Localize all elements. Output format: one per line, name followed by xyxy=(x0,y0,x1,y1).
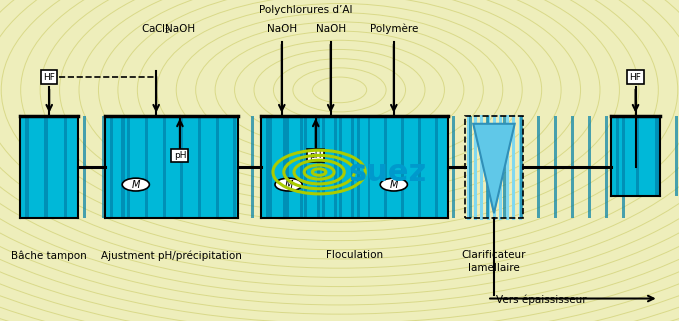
Text: NaOH: NaOH xyxy=(165,24,195,34)
Text: M: M xyxy=(390,179,398,190)
Text: Polymère: Polymère xyxy=(369,24,418,34)
Text: Floculation: Floculation xyxy=(326,250,384,260)
Bar xyxy=(452,116,456,218)
Bar xyxy=(110,116,113,218)
Bar xyxy=(616,116,619,196)
Bar xyxy=(234,116,236,218)
Bar xyxy=(64,116,67,218)
Bar xyxy=(251,116,254,218)
Bar xyxy=(469,116,473,218)
Bar xyxy=(571,116,574,218)
Bar xyxy=(340,116,342,218)
Text: M: M xyxy=(132,179,140,190)
Bar xyxy=(435,116,439,218)
Bar xyxy=(465,116,523,218)
Text: CaCl$_2$: CaCl$_2$ xyxy=(141,22,171,36)
Bar xyxy=(299,116,303,218)
Bar xyxy=(418,116,422,218)
Bar xyxy=(357,116,360,218)
Circle shape xyxy=(275,178,302,191)
Bar xyxy=(503,116,507,218)
Text: HF: HF xyxy=(629,73,642,82)
Bar xyxy=(25,116,29,218)
Bar xyxy=(286,116,289,218)
Text: HF: HF xyxy=(43,73,55,82)
Bar xyxy=(163,116,166,218)
Text: pH: pH xyxy=(310,151,322,160)
Bar xyxy=(105,116,238,218)
Bar xyxy=(304,116,307,218)
Bar xyxy=(486,116,490,218)
Bar xyxy=(265,116,269,218)
Polygon shape xyxy=(473,124,515,213)
Bar xyxy=(316,116,320,218)
Bar xyxy=(83,116,86,218)
Bar xyxy=(537,116,540,218)
Text: Ajustment pH/précipitation: Ajustment pH/précipitation xyxy=(101,250,242,261)
Text: Clarificateur
lamellaire: Clarificateur lamellaire xyxy=(462,250,526,273)
Bar xyxy=(181,116,183,218)
Text: pH: pH xyxy=(174,151,186,160)
Bar xyxy=(128,116,130,218)
Bar xyxy=(588,116,591,218)
Bar xyxy=(269,116,272,218)
Bar xyxy=(282,116,286,218)
Bar xyxy=(675,116,678,196)
Text: Polychlorures d’Al: Polychlorures d’Al xyxy=(259,4,352,15)
Circle shape xyxy=(122,178,149,191)
Bar xyxy=(322,116,325,218)
Bar xyxy=(20,116,78,218)
Text: suez: suez xyxy=(348,158,426,187)
Bar xyxy=(145,116,148,218)
Bar xyxy=(367,116,371,218)
Bar xyxy=(655,116,659,196)
Text: NaOH: NaOH xyxy=(316,24,346,34)
Bar xyxy=(198,116,201,218)
Bar xyxy=(554,116,557,218)
Text: Vers épaississeur: Vers épaississeur xyxy=(496,295,587,305)
Bar xyxy=(122,116,125,218)
Text: Bâche tampon: Bâche tampon xyxy=(12,250,87,261)
Bar xyxy=(216,116,219,218)
Bar xyxy=(401,116,405,218)
Text: NaOH: NaOH xyxy=(267,24,297,34)
Bar xyxy=(622,116,625,218)
Bar xyxy=(611,116,660,196)
Bar xyxy=(261,116,448,218)
Bar xyxy=(520,116,524,218)
Bar xyxy=(44,116,48,218)
Bar xyxy=(350,116,354,218)
Text: M: M xyxy=(285,179,293,190)
Bar xyxy=(102,116,105,218)
Bar xyxy=(333,116,337,218)
Bar xyxy=(605,116,608,218)
Bar xyxy=(636,116,639,196)
Circle shape xyxy=(380,178,407,191)
Bar xyxy=(384,116,388,218)
